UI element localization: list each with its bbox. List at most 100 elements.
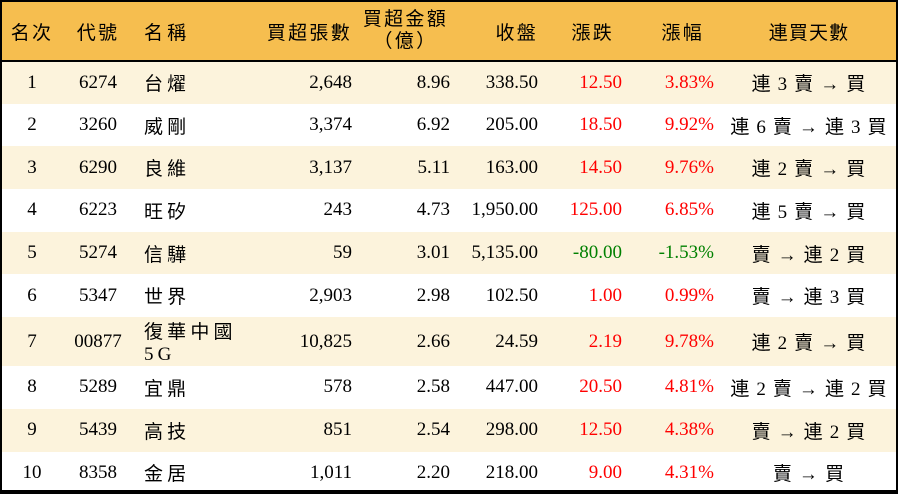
cell-volume: 3,137 bbox=[309, 156, 352, 178]
table-row: 2 3260 威剛 3,374 6.92 205.00 18.50 9.92% … bbox=[2, 103, 896, 147]
cell-rank: 6 bbox=[27, 284, 37, 306]
cell-rank: 1 bbox=[27, 71, 37, 93]
cell-change-pct: 9.92% bbox=[664, 114, 714, 136]
cell-name: 信驊 bbox=[144, 244, 191, 266]
cell-close: 5,135.00 bbox=[471, 242, 539, 264]
table-row: 1 6274 台燿 2,648 8.96 338.50 12.50 3.83% … bbox=[2, 61, 896, 104]
cell-rank: 2 bbox=[27, 114, 37, 136]
cell-volume: 10,825 bbox=[299, 330, 352, 352]
cell-code: 6223 bbox=[79, 199, 117, 221]
table-row: 10 8358 金居 1,011 2.20 218.00 9.00 4.31% … bbox=[2, 451, 896, 490]
cell-volume: 3,374 bbox=[309, 114, 352, 136]
cell-volume: 2,648 bbox=[309, 71, 352, 93]
cell-close: 24.59 bbox=[495, 330, 538, 352]
col-header-change: 漲跌 bbox=[544, 2, 632, 62]
cell-change-pct: 6.85% bbox=[664, 199, 714, 221]
cell-close: 447.00 bbox=[485, 376, 538, 398]
cell-rank: 3 bbox=[27, 156, 37, 178]
cell-amount: 2.66 bbox=[416, 330, 450, 352]
table-row: 8 5289 宜鼎 578 2.58 447.00 20.50 4.81% 連 … bbox=[2, 366, 896, 409]
cell-change-pct: 3.83% bbox=[664, 71, 714, 93]
cell-volume: 578 bbox=[323, 376, 353, 398]
cell-volume: 59 bbox=[333, 242, 352, 264]
cell-volume: 851 bbox=[323, 419, 353, 441]
cell-change: 18.50 bbox=[579, 114, 622, 136]
cell-name: 良維 bbox=[144, 159, 191, 181]
cell-rank: 5 bbox=[27, 242, 37, 264]
cell-streak: 連 5 賣 → 買 bbox=[751, 201, 867, 223]
cell-name: 宜鼎 bbox=[144, 378, 191, 400]
cell-code: 3260 bbox=[79, 114, 117, 136]
cell-change-pct: 4.81% bbox=[664, 376, 714, 398]
cell-code: 8358 bbox=[79, 461, 117, 483]
cell-change-pct: 9.78% bbox=[664, 330, 714, 352]
col-header-streak: 連買天數 bbox=[722, 2, 896, 62]
cell-name: 台燿 bbox=[144, 74, 191, 96]
cell-amount: 2.98 bbox=[416, 284, 450, 306]
cell-code: 00877 bbox=[74, 330, 122, 352]
cell-amount: 6.92 bbox=[416, 114, 450, 136]
col-header-amount-line1: 買超金額 bbox=[362, 9, 448, 31]
cell-streak: 連 2 賣 → 買 bbox=[751, 159, 867, 181]
cell-volume: 243 bbox=[323, 199, 353, 221]
col-header-amount-line2: （億） bbox=[373, 30, 438, 52]
table-row: 5 5274 信驊 59 3.01 5,135.00 -80.00 -1.53%… bbox=[2, 231, 896, 275]
col-header-close: 收盤 bbox=[458, 2, 544, 62]
cell-close: 102.50 bbox=[485, 284, 538, 306]
table-row: 6 5347 世界 2,903 2.98 102.50 1.00 0.99% 賣… bbox=[2, 274, 896, 318]
col-header-name: 名稱 bbox=[134, 2, 250, 62]
cell-name: 復華中國5G bbox=[144, 322, 237, 366]
cell-change: 14.50 bbox=[579, 156, 622, 178]
cell-code: 5274 bbox=[79, 242, 117, 264]
col-header-amount: 買超金額 （億） bbox=[362, 2, 458, 62]
cell-rank: 8 bbox=[27, 376, 37, 398]
cell-amount: 3.01 bbox=[416, 242, 450, 264]
cell-change-pct: 9.76% bbox=[664, 156, 714, 178]
cell-change: 125.00 bbox=[569, 199, 622, 221]
cell-amount: 2.54 bbox=[416, 419, 450, 441]
cell-change: 1.00 bbox=[588, 284, 622, 306]
cell-streak: 賣 → 連 2 買 bbox=[751, 421, 867, 443]
header-row: 名次 代號 名稱 買超張數 買超金額 （億） 收盤 漲跌 漲幅 連買天數 bbox=[2, 2, 896, 62]
table-row: 7 00877 復華中國5G 10,825 2.66 24.59 2.19 9.… bbox=[2, 317, 896, 367]
cell-close: 163.00 bbox=[485, 156, 538, 178]
cell-streak: 連 3 賣 → 買 bbox=[751, 74, 867, 96]
cell-streak: 賣 → 連 2 買 bbox=[751, 244, 867, 266]
cell-change-pct: 4.31% bbox=[664, 461, 714, 483]
cell-change-pct: 0.99% bbox=[664, 284, 714, 306]
table-row: 3 6290 良維 3,137 5.11 163.00 14.50 9.76% … bbox=[2, 146, 896, 190]
cell-close: 205.00 bbox=[485, 114, 538, 136]
cell-change-pct: 4.38% bbox=[664, 419, 714, 441]
cell-rank: 7 bbox=[27, 330, 37, 352]
cell-streak: 連 6 賣 → 連 3 買 bbox=[730, 116, 888, 138]
cell-name: 金居 bbox=[144, 464, 191, 486]
cell-change: 9.00 bbox=[588, 461, 622, 483]
cell-amount: 2.20 bbox=[416, 461, 450, 483]
cell-name: 高技 bbox=[144, 421, 191, 443]
cell-name: 世界 bbox=[144, 287, 191, 309]
col-header-rank: 名次 bbox=[2, 2, 62, 62]
cell-streak: 賣 → 買 bbox=[772, 464, 846, 486]
cell-rank: 4 bbox=[27, 199, 37, 221]
cell-code: 5347 bbox=[79, 284, 117, 306]
cell-change: 12.50 bbox=[579, 419, 622, 441]
cell-streak: 連 2 賣 → 連 2 買 bbox=[730, 378, 888, 400]
cell-amount: 8.96 bbox=[416, 71, 450, 93]
cell-amount: 4.73 bbox=[416, 199, 450, 221]
cell-volume: 2,903 bbox=[309, 284, 352, 306]
col-header-volume: 買超張數 bbox=[250, 2, 362, 62]
table-row: 4 6223 旺矽 243 4.73 1,950.00 125.00 6.85%… bbox=[2, 189, 896, 232]
cell-change: 12.50 bbox=[579, 71, 622, 93]
cell-close: 298.00 bbox=[485, 419, 538, 441]
cell-streak: 連 2 賣 → 買 bbox=[751, 333, 867, 355]
col-header-change-pct: 漲幅 bbox=[632, 2, 722, 62]
cell-change: -80.00 bbox=[572, 242, 622, 264]
cell-amount: 5.11 bbox=[417, 156, 450, 178]
cell-close: 1,950.00 bbox=[471, 199, 539, 221]
cell-code: 6274 bbox=[79, 71, 117, 93]
cell-amount: 2.58 bbox=[416, 376, 450, 398]
cell-code: 5439 bbox=[79, 419, 117, 441]
cell-name: 威剛 bbox=[144, 116, 191, 138]
